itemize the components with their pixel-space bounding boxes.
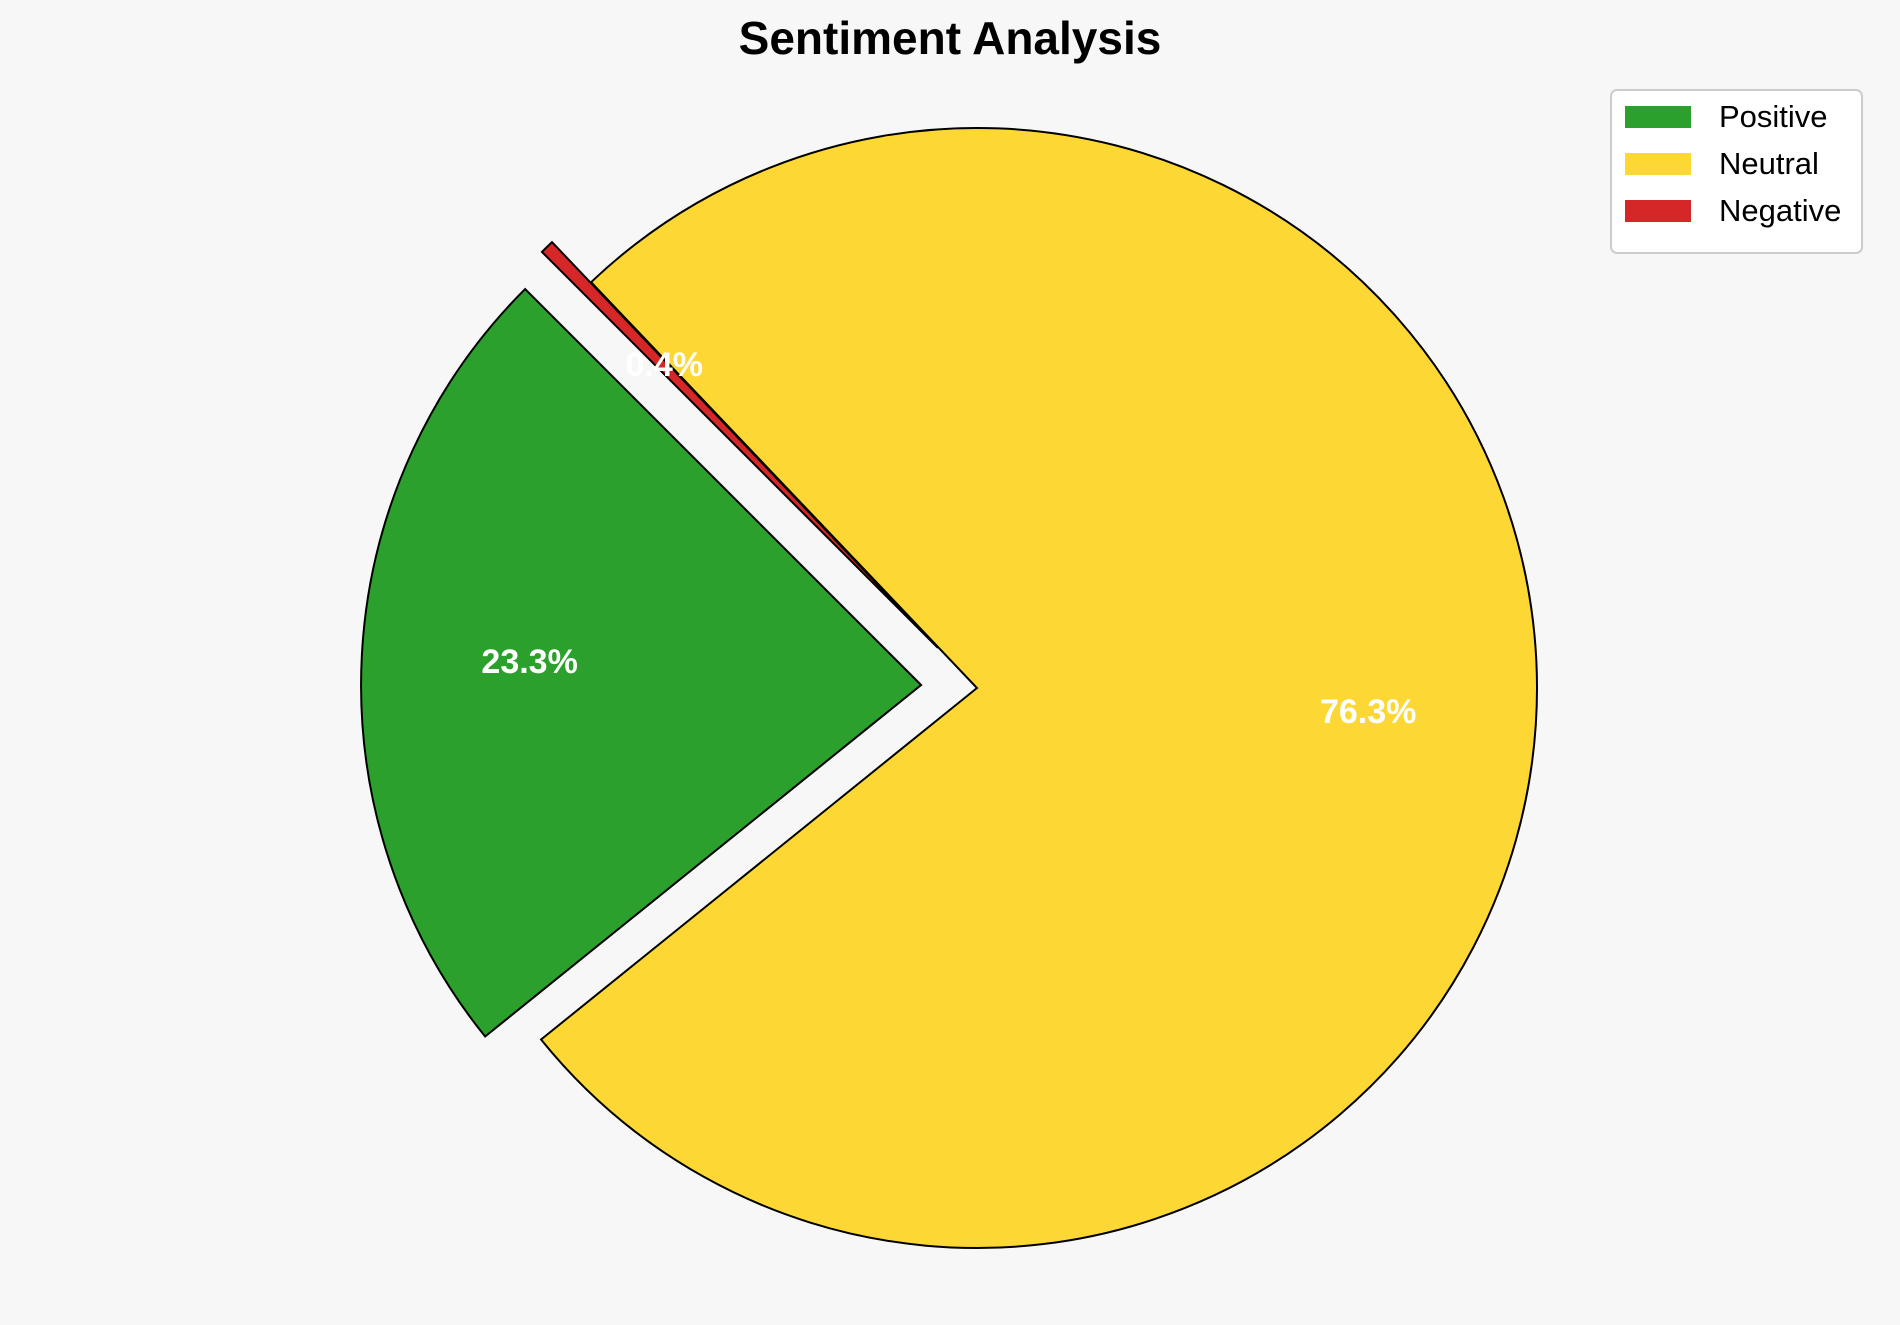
legend-label-neutral: Neutral bbox=[1719, 146, 1819, 181]
slice-label-neutral: 76.3% bbox=[1320, 693, 1416, 731]
legend-label-positive: Positive bbox=[1719, 99, 1828, 134]
pie-slice-labels: 23.3% 76.3% 0.4% bbox=[481, 346, 1416, 731]
chart-title: Sentiment Analysis bbox=[739, 12, 1162, 64]
pie-slice-neutral bbox=[539, 127, 1538, 1249]
legend-swatch-positive bbox=[1625, 106, 1691, 128]
slice-label-negative: 0.4% bbox=[625, 346, 703, 384]
slice-label-positive: 23.3% bbox=[481, 643, 577, 681]
legend-swatch-negative bbox=[1625, 200, 1691, 222]
legend-label-negative: Negative bbox=[1719, 193, 1841, 228]
legend: Positive Neutral Negative bbox=[1610, 89, 1863, 254]
pie-slice-positive bbox=[360, 287, 923, 1038]
legend-swatch-neutral bbox=[1625, 153, 1691, 175]
pie-slice-negative bbox=[540, 240, 939, 649]
pie-slices bbox=[360, 127, 1538, 1249]
